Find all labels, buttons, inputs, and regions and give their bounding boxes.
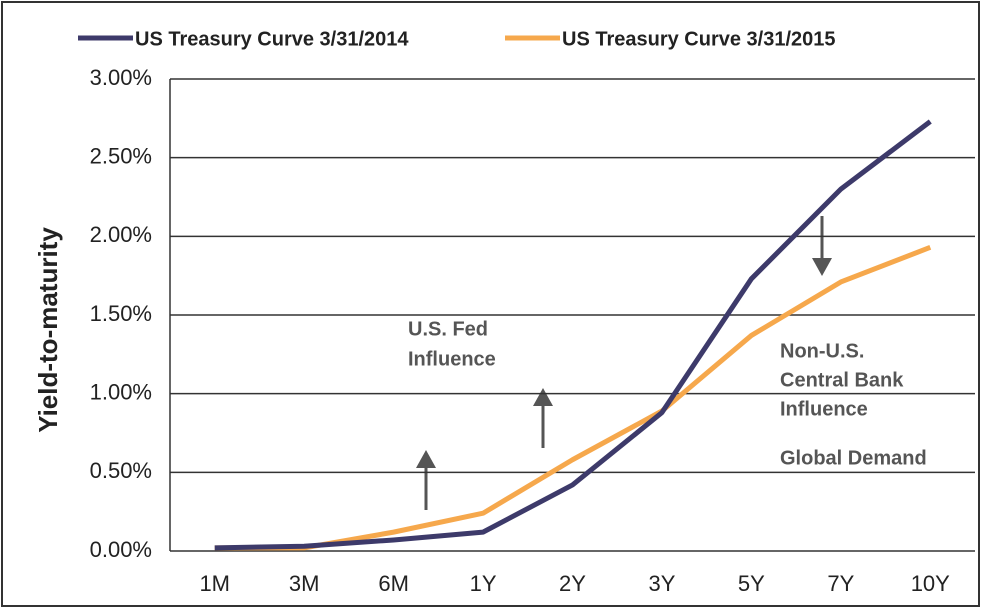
annotation: Central Bank — [780, 369, 904, 391]
annotation: Influence — [408, 348, 496, 370]
y-tick-label: 1.00% — [90, 379, 152, 404]
y-tick-label: 2.50% — [90, 143, 152, 168]
x-tick-label: 6M — [378, 571, 409, 596]
y-tick-label: 1.50% — [90, 301, 152, 326]
y-tick-label: 3.00% — [90, 65, 152, 90]
y-tick-label: 2.00% — [90, 222, 152, 247]
annotation: Influence — [780, 398, 868, 420]
annotation: Non-U.S. — [780, 340, 864, 362]
legend-label: US Treasury Curve 3/31/2014 — [135, 28, 409, 50]
y-tick-label: 0.00% — [90, 537, 152, 562]
x-tick-label: 2Y — [559, 571, 586, 596]
y-tick-label: 0.50% — [90, 458, 152, 483]
x-tick-label: 1Y — [470, 571, 497, 596]
x-tick-label: 7Y — [827, 571, 854, 596]
legend-label: US Treasury Curve 3/31/2015 — [562, 28, 836, 50]
arrows — [416, 216, 832, 510]
annotation: U.S. Fed — [408, 318, 488, 340]
annotation: Global Demand — [780, 447, 927, 469]
x-tick-label: 3Y — [648, 571, 675, 596]
series-line — [214, 119, 932, 551]
x-tick-label: 10Y — [911, 571, 950, 596]
x-tick-label: 5Y — [738, 571, 765, 596]
y-axis-label: Yield-to-maturity — [33, 227, 63, 433]
x-tick-label: 3M — [289, 571, 320, 596]
x-tick-label: 1M — [199, 571, 230, 596]
